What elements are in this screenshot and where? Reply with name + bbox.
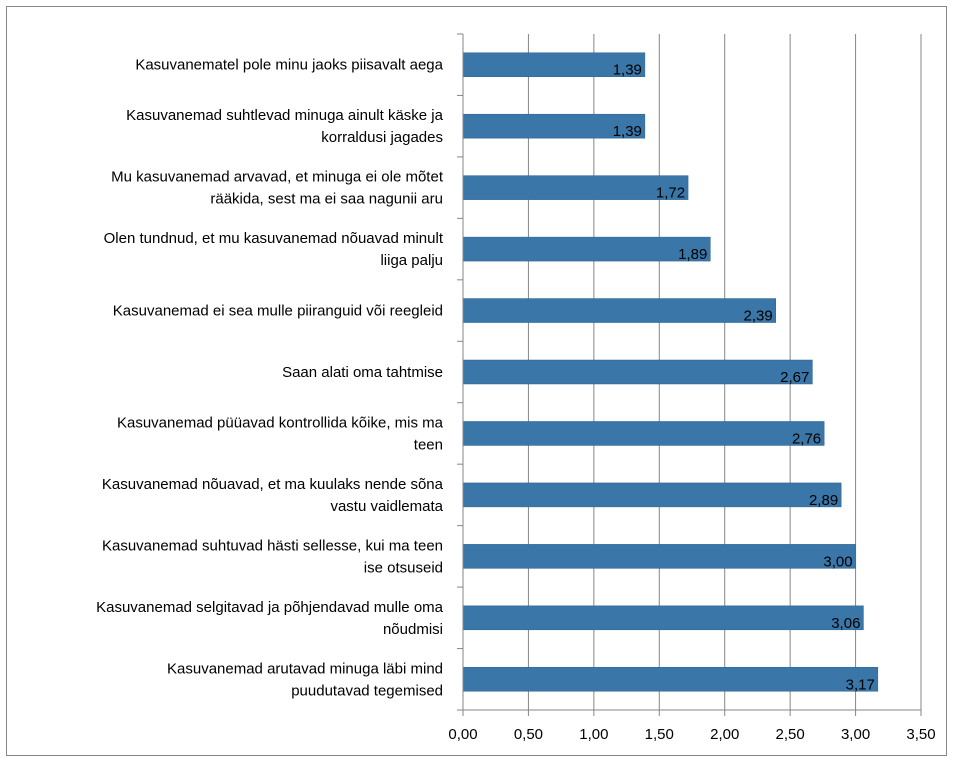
- x-tick-label: 1,00: [579, 726, 608, 743]
- x-tick-label: 3,50: [906, 726, 935, 743]
- labels: 0,00 0,50 1,00 1,50 2,00 2,50 3,00 3,50 Kasuvane…: [96, 57, 935, 743]
- data-label: 2,67: [780, 369, 809, 386]
- category-label: Kasuvanemad suhtuvad hästi sellesse, kui…: [102, 537, 443, 576]
- category-label: Kasuvanemad arutavad minuga läbi mind puu…: [167, 660, 443, 699]
- bar: [462, 667, 879, 692]
- x-tick-label: 2,50: [776, 726, 805, 743]
- x-tick-label: 0,50: [514, 726, 543, 743]
- data-label: 1,72: [656, 185, 685, 202]
- category-label: Olen tundnud, et mu kasuvanemad nõuavad …: [104, 230, 444, 269]
- data-label: 3,06: [831, 615, 860, 632]
- bar: [462, 421, 825, 446]
- x-tick-label: 2,00: [710, 726, 739, 743]
- x-tick-label: 3,00: [841, 726, 870, 743]
- bar: [462, 544, 856, 569]
- bars: [462, 52, 879, 692]
- bar: [462, 298, 776, 323]
- axes: [457, 33, 922, 716]
- category-label: Saan alati oma tahtmise: [282, 364, 443, 381]
- bar: [462, 175, 689, 200]
- category-label: Kasuvanemad ei sea mulle piiranguid või …: [113, 303, 443, 320]
- category-label: Kasuvanemad suhtlevad minuga ainult käsk…: [126, 107, 444, 146]
- data-label: 3,00: [823, 553, 852, 570]
- data-label: 2,76: [792, 430, 821, 447]
- bar: [462, 359, 813, 385]
- bar: [462, 113, 646, 139]
- category-label: Mu kasuvanemad arvavad, et minuga ei ole…: [111, 169, 444, 208]
- category-label: Kasuvanemad selgitavad ja põhjendavad mu…: [96, 599, 444, 638]
- category-label: Kasuvanemad nõuavad, et ma kuulaks nende…: [102, 476, 444, 515]
- data-label: 1,89: [678, 246, 707, 263]
- bar: [462, 482, 842, 508]
- bar: [462, 605, 864, 631]
- x-tick-label: 0,00: [448, 726, 477, 743]
- category-label: Kasuvanemad püüavad kontrollida kõike, m…: [117, 414, 444, 453]
- data-label: 2,89: [809, 492, 838, 509]
- bar: [462, 236, 711, 262]
- data-label: 2,39: [744, 308, 773, 325]
- data-label: 1,39: [613, 62, 642, 79]
- bar: [462, 52, 646, 77]
- category-label: Kasuvanematel pole minu jaoks piisavalt …: [135, 57, 443, 74]
- data-label: 1,39: [613, 123, 642, 140]
- x-tick-label: 1,50: [645, 726, 674, 743]
- data-label: 3,17: [846, 676, 875, 693]
